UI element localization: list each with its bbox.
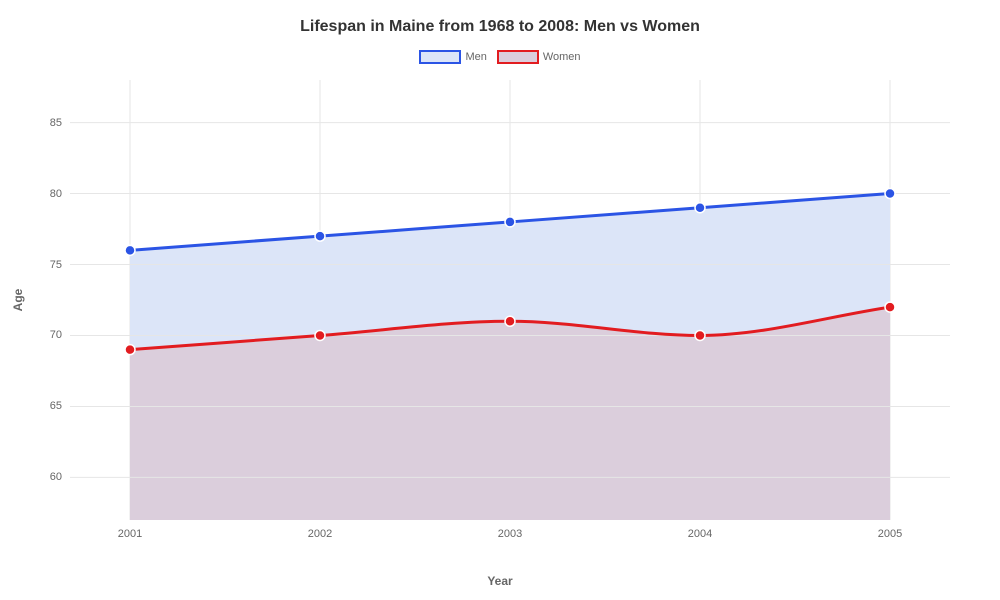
legend-label-women: Women (543, 51, 581, 63)
chart-container: Lifespan in Maine from 1968 to 2008: Men… (0, 0, 1000, 600)
y-tick: 70 (50, 329, 62, 341)
x-axis-label: Year (487, 574, 512, 588)
y-tick: 60 (50, 471, 62, 483)
legend: Men Women (0, 50, 1000, 64)
legend-swatch-women (497, 50, 539, 64)
y-tick: 80 (50, 188, 62, 200)
y-axis-label: Age (11, 289, 25, 312)
chart-title: Lifespan in Maine from 1968 to 2008: Men… (0, 0, 1000, 36)
y-tick: 85 (50, 117, 62, 129)
plot-area: 60657075808520012002200320042005 (70, 80, 950, 520)
x-tick: 2003 (498, 528, 522, 540)
legend-item-men: Men (419, 50, 486, 64)
x-tick: 2005 (878, 528, 902, 540)
x-tick: 2002 (308, 528, 332, 540)
y-tick: 65 (50, 400, 62, 412)
y-tick: 75 (50, 259, 62, 271)
legend-label-men: Men (465, 51, 486, 63)
chart-svg (70, 80, 950, 520)
legend-swatch-men (419, 50, 461, 64)
legend-item-women: Women (497, 50, 581, 64)
x-tick: 2004 (688, 528, 712, 540)
x-tick: 2001 (118, 528, 142, 540)
